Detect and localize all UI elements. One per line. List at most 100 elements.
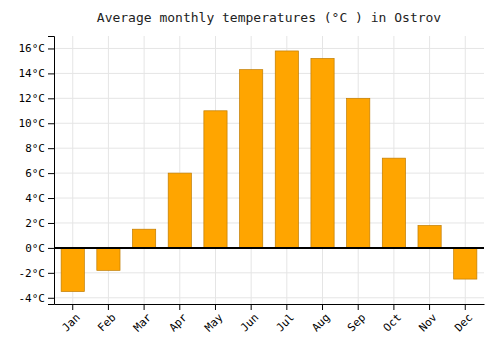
y-tick: -4°C	[19, 292, 55, 305]
chart: -4°C -2°C 0°C 2°C 4°C 6°C 8°C 10°C 12°C 14°C 16°C J…	[0, 0, 500, 350]
grid-line-x	[179, 36, 180, 304]
grid-line-y	[54, 148, 484, 149]
bar	[240, 70, 263, 248]
x-tick: May	[202, 304, 226, 334]
title: Average monthly temperatures (°C ) in Os…	[97, 10, 442, 25]
bar	[418, 225, 441, 247]
x-tick: Aug	[309, 304, 332, 334]
x-tick-label: Oct	[381, 311, 404, 334]
y-tick: 2°C	[25, 217, 54, 230]
grid-line-y	[54, 272, 484, 273]
bar	[97, 248, 120, 270]
y-tick: 0°C	[25, 242, 54, 255]
bar	[168, 173, 191, 248]
grid-line-y	[54, 173, 484, 174]
x-tick-mark	[286, 304, 287, 310]
y-tick-mark	[48, 273, 54, 274]
bar	[382, 158, 405, 248]
x-tick-label: Feb	[95, 311, 118, 334]
grid-line-y	[54, 73, 484, 74]
y-tick: 8°C	[25, 142, 54, 155]
x-tick: Jul	[274, 304, 297, 334]
y-tick-label: 10°C	[19, 117, 46, 130]
y-axis: -4°C -2°C 0°C 2°C 4°C 6°C 8°C 10°C 12°C 14°C 16°C	[19, 37, 55, 305]
x-tick: Oct	[381, 304, 404, 334]
x-tick: Jun	[238, 304, 261, 334]
bar	[133, 229, 156, 248]
y-tick: -2°C	[19, 267, 55, 280]
y-tick-mark	[48, 123, 54, 124]
y-tick-mark	[48, 48, 54, 49]
x-axis-line	[55, 304, 485, 305]
y-tick: 16°C	[19, 42, 55, 55]
grid-line-y	[54, 123, 484, 124]
grid-line-y	[54, 198, 484, 199]
grid-line-y	[54, 98, 484, 99]
grid-line-y	[54, 247, 484, 248]
x-tick-label: Apr	[167, 311, 191, 335]
bar	[204, 111, 227, 248]
y-tick-label: -4°C	[19, 292, 46, 305]
x-tick-label: Aug	[309, 311, 332, 334]
y-tick: 6°C	[25, 167, 54, 180]
y-tick-mark	[48, 298, 54, 299]
y-tick-mark	[48, 198, 54, 199]
x-tick-label: Dec	[452, 311, 475, 334]
y-tick-mark	[48, 73, 54, 74]
x-tick-label: Jul	[274, 311, 297, 334]
x-tick-mark	[429, 304, 430, 310]
x-tick-label: Nov	[416, 311, 440, 335]
grid-line-y	[54, 297, 484, 298]
x-tick-mark	[465, 304, 466, 310]
x-tick-mark	[215, 304, 216, 310]
x-tick: Feb	[95, 304, 118, 334]
bar	[347, 98, 370, 248]
y-tick: 4°C	[25, 192, 54, 205]
bars	[54, 51, 484, 292]
y-tick: 14°C	[19, 67, 55, 80]
y-tick-label: 6°C	[25, 167, 45, 180]
x-tick-mark	[108, 304, 109, 310]
x-tick: Sep	[345, 304, 368, 334]
y-tick-mark	[48, 173, 54, 174]
y-tick-mark	[48, 223, 54, 224]
y-tick-mark	[48, 98, 54, 99]
grid	[54, 36, 484, 304]
x-tick-label: Jan	[60, 311, 83, 334]
grid-line-y	[54, 48, 484, 49]
y-tick-label: 0°C	[25, 242, 45, 255]
x-tick-mark	[393, 304, 394, 310]
x-tick-label: Mar	[131, 311, 155, 335]
y-axis-line	[48, 37, 55, 305]
y-tick-label: 16°C	[19, 42, 46, 55]
x-tick-mark	[322, 304, 323, 310]
x-tick-label: Sep	[345, 311, 368, 334]
x-tick-mark	[72, 304, 73, 310]
grid-line-x	[144, 36, 145, 304]
x-tick-label: Jun	[238, 311, 261, 334]
plot-area: -4°C -2°C 0°C 2°C 4°C 6°C 8°C 10°C 12°C 14°C 16°C J…	[19, 36, 485, 334]
x-tick: Jan	[60, 304, 83, 334]
y-tick-mark	[48, 148, 54, 149]
y-tick: 12°C	[19, 92, 55, 105]
y-tick-label: 2°C	[25, 217, 45, 230]
x-tick: Dec	[452, 304, 475, 334]
y-tick: 10°C	[19, 117, 55, 130]
y-tick-label: 14°C	[19, 67, 46, 80]
y-tick-label: 8°C	[25, 142, 45, 155]
y-tick-mark	[48, 248, 54, 249]
x-tick: Apr	[167, 304, 191, 334]
bar	[275, 51, 298, 248]
y-tick-label: -2°C	[19, 267, 46, 280]
bar	[311, 58, 334, 247]
x-tick-mark	[358, 304, 359, 310]
x-tick: Nov	[416, 304, 440, 334]
x-tick: Mar	[131, 304, 155, 334]
x-tick-mark	[251, 304, 252, 310]
y-tick-label: 12°C	[19, 92, 46, 105]
bar	[454, 248, 477, 279]
zero-line	[54, 247, 484, 249]
y-tick-label: 4°C	[25, 192, 45, 205]
grid-line-y	[54, 222, 484, 223]
x-tick-mark	[144, 304, 145, 310]
